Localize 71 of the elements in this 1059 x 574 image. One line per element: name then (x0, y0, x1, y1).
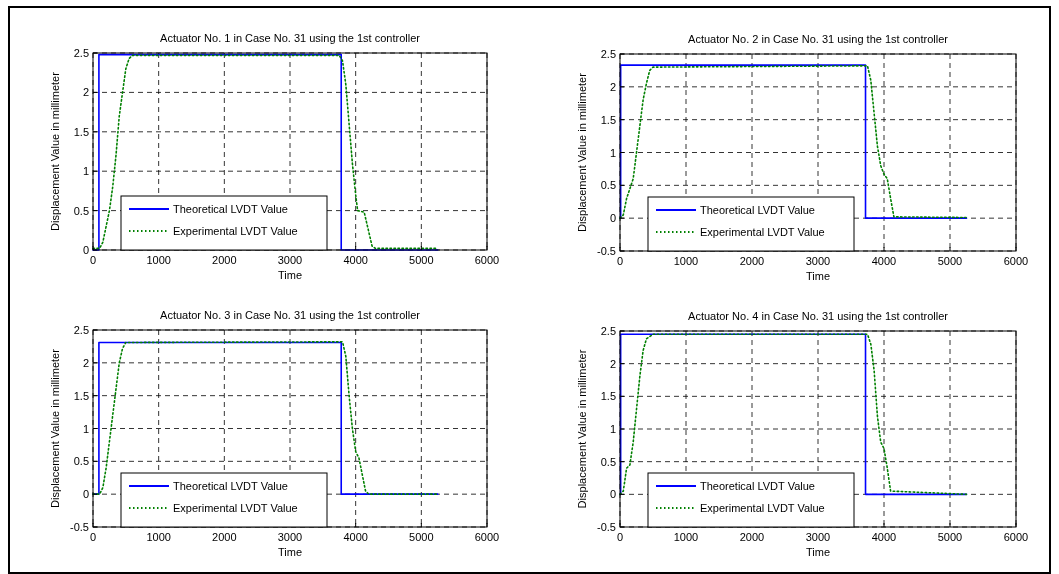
y-tick-label: 0.5 (600, 455, 616, 468)
x-axis-title: Time (805, 546, 831, 558)
y-tick-label: 0 (82, 244, 89, 256)
legend-label: Theoretical LVDT Value (700, 480, 815, 492)
chart-title: Actuator No. 3 in Case No. 31 using the 1st controller (160, 309, 421, 321)
y-tick-label: 1.5 (73, 125, 89, 138)
x-tick-label: 5000 (409, 531, 434, 543)
x-tick-label: 2000 (739, 531, 765, 543)
y-tick-label: 2 (609, 357, 616, 370)
x-tick-label: 1000 (146, 254, 171, 266)
y-tick-label: 1 (82, 165, 89, 178)
chart-title: Actuator No. 4 in Case No. 31 using the 1st controller (688, 310, 949, 322)
x-tick-label: 3000 (277, 254, 303, 266)
x-tick-label: 4000 (343, 531, 368, 543)
x-axis-title: Time (277, 269, 303, 281)
x-tick-label: 4000 (343, 254, 368, 266)
legend-label: Experimental LVDT Value (173, 225, 298, 237)
x-tick-label: 5000 (937, 531, 963, 543)
x-tick-label: 2000 (739, 255, 765, 267)
legend-label: Experimental LVDT Value (173, 502, 298, 514)
y-tick-label: 0.5 (73, 455, 89, 468)
chart-title: Actuator No. 2 in Case No. 31 using the 1st controller (688, 33, 949, 45)
x-tick-label: 6000 (474, 254, 500, 266)
y-tick-label: 0.5 (73, 204, 89, 217)
x-tick-label: 3000 (805, 531, 831, 543)
y-tick-label: -0.5 (70, 521, 89, 533)
legend-label: Experimental LVDT Value (700, 502, 825, 514)
y-tick-label: 2.5 (600, 325, 616, 337)
x-tick-label: 6000 (474, 531, 500, 543)
y-tick-label: 1.5 (600, 113, 616, 126)
legend-label: Theoretical LVDT Value (173, 203, 288, 215)
x-axis-title: Time (805, 270, 831, 282)
y-tick-label: -0.5 (597, 521, 616, 533)
x-tick-label: 1000 (673, 531, 699, 543)
y-tick-label: 2.5 (73, 47, 89, 59)
y-tick-label: 2 (82, 86, 89, 99)
y-axis-title: Displacement Value in millimeter (576, 349, 588, 509)
y-tick-label: 2 (82, 356, 89, 369)
x-tick-label: 6000 (1003, 531, 1029, 543)
y-tick-label: 0 (609, 488, 616, 501)
y-tick-label: 0.5 (600, 179, 616, 192)
x-tick-label: 5000 (409, 254, 434, 266)
x-tick-label: 3000 (805, 255, 831, 267)
y-tick-label: 2.5 (73, 324, 89, 336)
x-axis-title: Time (277, 546, 303, 558)
legend-label: Theoretical LVDT Value (700, 204, 815, 216)
legend-label: Experimental LVDT Value (700, 226, 825, 238)
y-tick-label: 1 (609, 146, 616, 159)
x-tick-label: 3000 (277, 531, 303, 543)
y-tick-label: -0.5 (597, 245, 616, 257)
y-tick-label: 0 (609, 212, 616, 225)
y-tick-label: 0 (82, 488, 89, 501)
x-tick-label: 2000 (212, 531, 237, 543)
y-axis-title: Displacement Value in millimeter (49, 348, 61, 508)
x-tick-label: 6000 (1003, 255, 1029, 267)
x-tick-label: 4000 (871, 255, 897, 267)
y-tick-label: 1 (609, 423, 616, 435)
y-tick-label: 2 (609, 80, 616, 93)
y-tick-label: 2.5 (600, 48, 616, 60)
x-tick-label: 2000 (212, 254, 237, 266)
y-axis-title: Displacement Value in millimeter (49, 71, 61, 231)
x-tick-label: 5000 (937, 255, 963, 267)
x-tick-label: 4000 (871, 531, 897, 543)
y-tick-label: 1.5 (73, 389, 89, 402)
x-tick-label: 1000 (146, 531, 171, 543)
chart-title: Actuator No. 1 in Case No. 31 using the 1st controller (160, 32, 421, 44)
x-tick-label: 1000 (673, 255, 699, 267)
legend-label: Theoretical LVDT Value (173, 480, 288, 492)
y-tick-label: 1 (82, 422, 89, 435)
y-axis-title: Displacement Value in millimeter (576, 72, 588, 232)
y-tick-label: 1.5 (600, 390, 616, 403)
